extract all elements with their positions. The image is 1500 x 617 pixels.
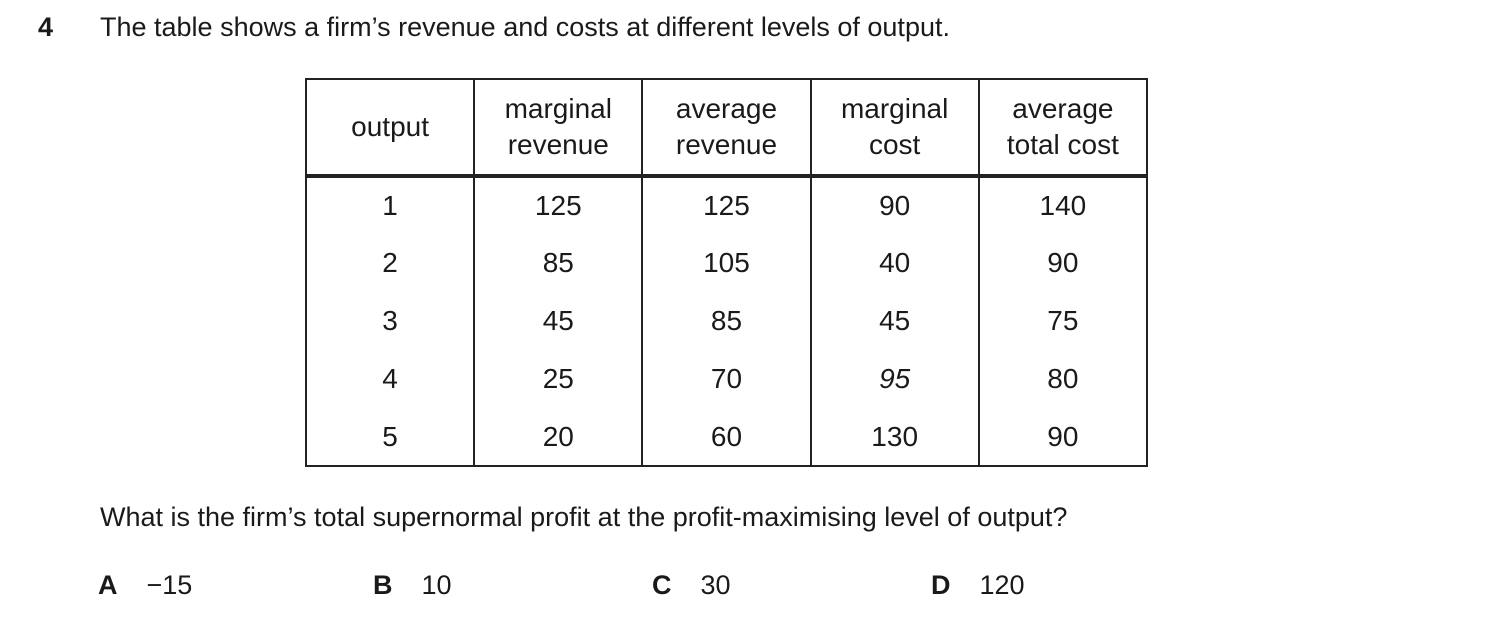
table-cell: 2 (304, 234, 476, 292)
option-letter: D (931, 570, 951, 600)
table-cell: 4 (304, 350, 476, 408)
option-letter: A (98, 570, 118, 600)
table-row: 3 45 85 45 75 (304, 292, 1149, 350)
option-c: C 30 (652, 570, 731, 601)
table-cell: 45 (473, 292, 644, 350)
table-cell: 25 (473, 350, 644, 408)
answer-options: A −15 B 10 C 30 D 120 (0, 570, 1500, 610)
option-a: A −15 (98, 570, 192, 601)
table-cell: 70 (641, 350, 812, 408)
table-cell: 90 (977, 234, 1149, 292)
table-cell: 75 (977, 292, 1149, 350)
table-header-row: output marginal revenue average revenue … (304, 78, 1149, 178)
table-row: 5 20 60 130 90 (304, 408, 1149, 467)
question-prompt-text: What is the firm’s total supernormal pro… (100, 502, 1068, 532)
column-header-marginal-cost: marginal cost (809, 78, 980, 178)
table-cell: 130 (809, 408, 980, 467)
column-header-marginal-revenue: marginal revenue (473, 78, 644, 178)
option-value: −15 (146, 570, 193, 600)
column-header-output: output (304, 78, 476, 178)
option-value: 10 (421, 570, 452, 600)
column-header-average-revenue: average revenue (641, 78, 812, 178)
table-cell: 1 (304, 176, 476, 234)
table-cell: 3 (304, 292, 476, 350)
table-cell: 85 (641, 292, 812, 350)
table-cell: 125 (641, 176, 812, 234)
table-cell: 105 (641, 234, 812, 292)
table-row: 2 85 105 40 90 (304, 234, 1149, 292)
table-cell: 80 (977, 350, 1149, 408)
table-cell: 45 (809, 292, 980, 350)
table-cell: 90 (809, 176, 980, 234)
option-d: D 120 (931, 570, 1025, 601)
table-row: 1 125 125 90 140 (304, 176, 1149, 234)
table-cell: 95 (809, 350, 980, 408)
option-b: B 10 (373, 570, 452, 601)
table-cell: 40 (809, 234, 980, 292)
option-value: 30 (700, 570, 731, 600)
table-cell: 85 (473, 234, 644, 292)
revenue-cost-table: output marginal revenue average revenue … (304, 78, 1149, 467)
option-value: 120 (979, 570, 1025, 600)
option-letter: C (652, 570, 672, 600)
column-header-average-total-cost: average total cost (977, 78, 1149, 178)
table-cell: 140 (977, 176, 1149, 234)
table-cell: 125 (473, 176, 644, 234)
table-row: 4 25 70 95 80 (304, 350, 1149, 408)
table-cell: 5 (304, 408, 476, 467)
table-cell: 60 (641, 408, 812, 467)
table-cell: 90 (977, 408, 1149, 467)
question-intro-text: The table shows a firm’s revenue and cos… (100, 12, 950, 42)
question-number: 4 (38, 12, 54, 42)
table-cell: 20 (473, 408, 644, 467)
option-letter: B (373, 570, 393, 600)
